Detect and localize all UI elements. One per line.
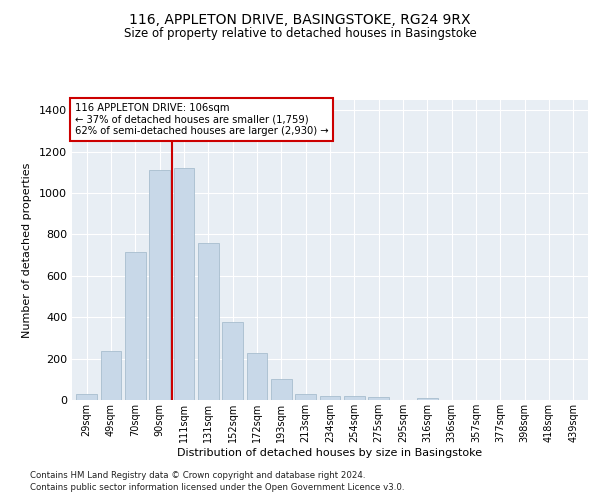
Bar	[247, 354, 268, 400]
Bar	[271, 380, 292, 400]
Bar	[295, 394, 316, 400]
X-axis label: Distribution of detached houses by size in Basingstoke: Distribution of detached houses by size …	[178, 448, 482, 458]
Bar	[320, 396, 340, 400]
Bar	[125, 252, 146, 400]
Bar	[101, 352, 121, 400]
Bar	[344, 396, 365, 400]
Bar	[149, 170, 170, 400]
Bar	[368, 397, 389, 400]
Bar	[198, 243, 218, 400]
Bar	[222, 322, 243, 400]
Text: Contains HM Land Registry data © Crown copyright and database right 2024.: Contains HM Land Registry data © Crown c…	[30, 471, 365, 480]
Y-axis label: Number of detached properties: Number of detached properties	[22, 162, 32, 338]
Text: 116 APPLETON DRIVE: 106sqm
← 37% of detached houses are smaller (1,759)
62% of s: 116 APPLETON DRIVE: 106sqm ← 37% of deta…	[74, 103, 328, 136]
Bar	[173, 168, 194, 400]
Bar	[417, 398, 438, 400]
Text: Size of property relative to detached houses in Basingstoke: Size of property relative to detached ho…	[124, 28, 476, 40]
Text: Contains public sector information licensed under the Open Government Licence v3: Contains public sector information licen…	[30, 484, 404, 492]
Text: 116, APPLETON DRIVE, BASINGSTOKE, RG24 9RX: 116, APPLETON DRIVE, BASINGSTOKE, RG24 9…	[129, 12, 471, 26]
Bar	[76, 394, 97, 400]
